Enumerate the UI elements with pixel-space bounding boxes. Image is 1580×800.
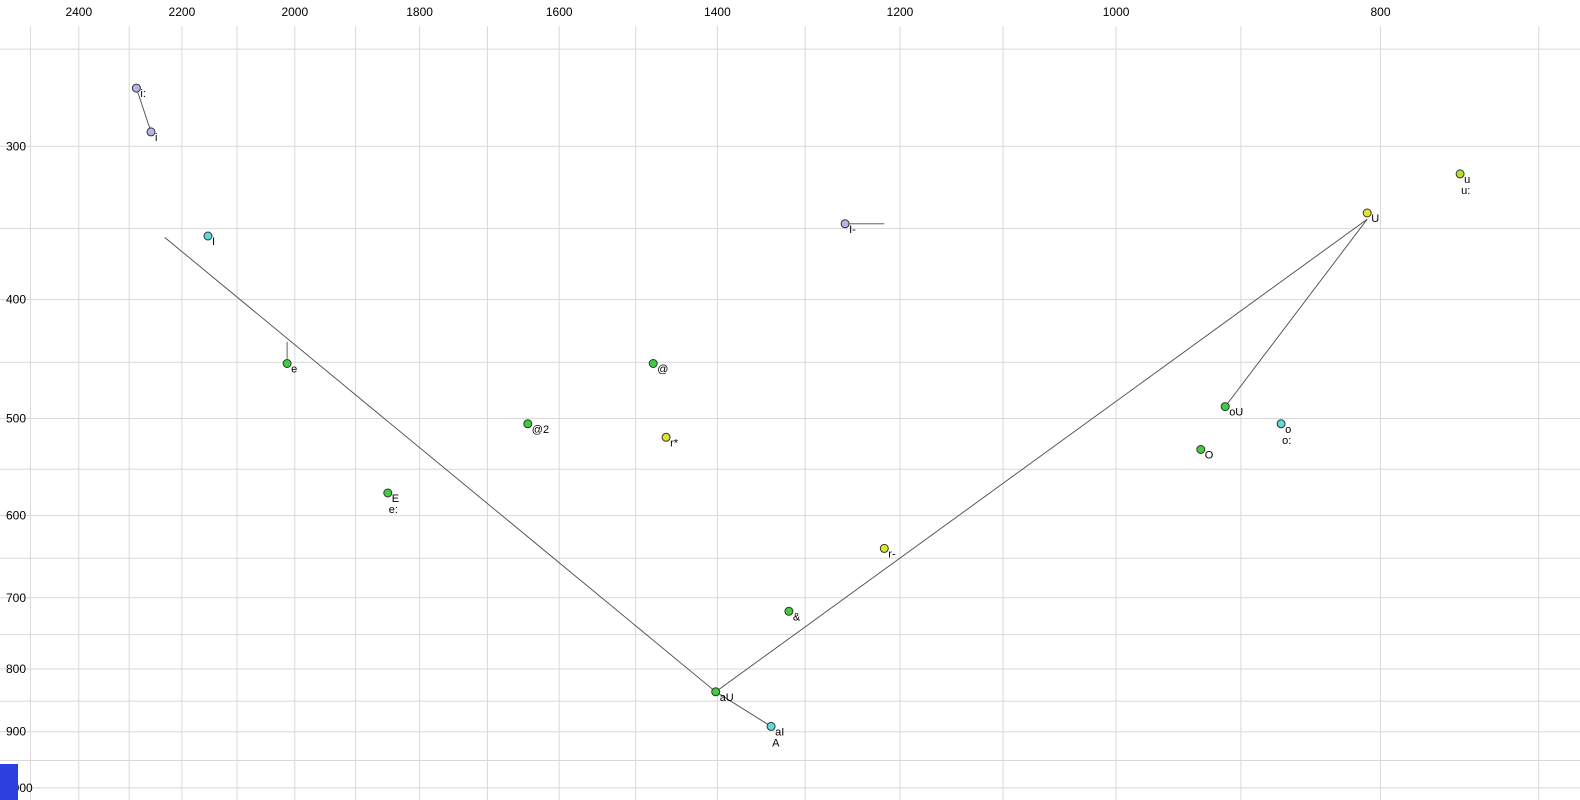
vowel-label-i-long: i:	[140, 88, 146, 100]
vowel-point-schwa2[interactable]	[523, 419, 533, 429]
vowel-point-o[interactable]	[1276, 419, 1286, 429]
vowel-point-i[interactable]	[146, 127, 156, 137]
vowel-label-r-bar: r-	[888, 548, 896, 560]
x-axis-tick-label: 1800	[406, 5, 433, 19]
vowel-point-i-bar[interactable]	[840, 219, 850, 229]
vowel-point-aU[interactable]	[711, 687, 721, 697]
vowel-point-u[interactable]	[1455, 169, 1465, 179]
vowel-point-ash[interactable]	[784, 606, 794, 616]
vowel-label-cap-u: U	[1371, 213, 1379, 225]
y-axis-tick-label: 800	[6, 662, 26, 676]
vowel-label-cap-i: I	[212, 236, 215, 248]
y-axis-tick-label: 500	[6, 412, 26, 426]
y-axis-tick-label: 300	[6, 139, 26, 153]
x-axis-tick-label: 2000	[281, 5, 308, 19]
vowel-label-o: o	[1285, 424, 1291, 436]
vowel-point-i-long[interactable]	[131, 83, 141, 93]
segment-u-to-oU	[1224, 218, 1368, 407]
vowel-label-e: e	[291, 364, 297, 376]
x-axis-tick-label: 2200	[169, 5, 196, 19]
segment-front-diagonal	[164, 237, 716, 693]
vowel-label-i-bar: I-	[849, 224, 856, 236]
y-axis-tick-label: 900	[6, 725, 26, 739]
vowel-label-o-alt: o:	[1282, 435, 1291, 447]
x-axis-tick-label: 1600	[546, 5, 573, 19]
vowel-point-aI[interactable]	[766, 721, 776, 731]
vowel-label-r-star: r*	[670, 437, 679, 449]
corner-marker	[0, 764, 18, 800]
vowel-label-schwa2: @2	[532, 424, 549, 436]
x-axis-tick-label: 1000	[1103, 5, 1130, 19]
vowel-point-e[interactable]	[282, 359, 292, 368]
vowel-point-r-star[interactable]	[661, 432, 671, 442]
vowel-label-oU: oU	[1229, 407, 1243, 419]
vowel-point-r-bar[interactable]	[879, 543, 889, 553]
vowel-point-schwa[interactable]	[648, 359, 658, 368]
vowel-label-u: u	[1464, 174, 1470, 186]
vowel-label-aI-alt: A	[772, 737, 780, 749]
segment-back-diagonal	[715, 218, 1368, 693]
vowel-label-aI: aI	[775, 726, 784, 738]
x-axis-tick-label: 2400	[65, 5, 92, 19]
y-axis-tick-label: 700	[6, 591, 26, 605]
segment-i-long-to-i	[135, 87, 152, 133]
x-axis-tick-label: 1400	[704, 5, 731, 19]
y-axis-tick-label: 600	[6, 509, 26, 523]
vowel-point-open-o[interactable]	[1196, 445, 1206, 454]
vowel-point-cap-e[interactable]	[383, 488, 393, 498]
vowel-label-open-o: O	[1205, 450, 1214, 462]
vowel-label-cap-e: E	[392, 493, 399, 505]
segment-aU-to-aI	[715, 691, 772, 727]
vowel-label-cap-e-alt: e:	[389, 504, 398, 516]
vowel-point-cap-i[interactable]	[203, 231, 213, 241]
vowel-point-cap-u[interactable]	[1362, 208, 1372, 218]
vowel-label-aU: aU	[720, 692, 734, 704]
vowel-label-schwa: @	[657, 364, 668, 376]
vowel-label-ash: &	[793, 611, 801, 623]
vowel-point-oU[interactable]	[1220, 402, 1230, 412]
x-axis-tick-label: 800	[1370, 5, 1390, 19]
vowel-label-u-alt: u:	[1461, 185, 1470, 197]
x-axis-tick-label: 1200	[887, 5, 914, 19]
y-axis-tick-label: 400	[6, 293, 26, 307]
vowel-label-i: i	[155, 132, 157, 144]
